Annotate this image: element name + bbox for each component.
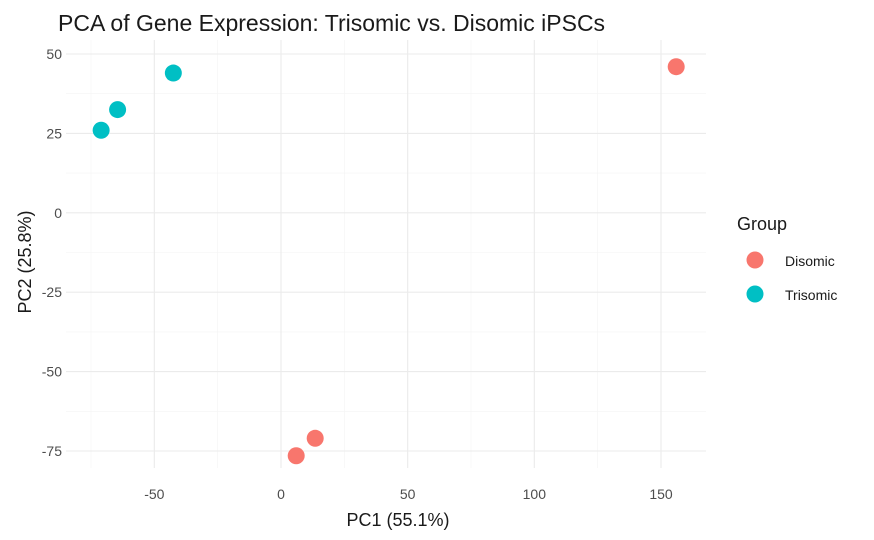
data-point-disomic xyxy=(306,429,324,447)
x-tick-label: 150 xyxy=(649,486,673,502)
data-point-disomic xyxy=(667,58,685,76)
x-tick-label: -50 xyxy=(144,486,164,502)
minor-gridlines xyxy=(66,40,706,468)
x-tick-label: 100 xyxy=(523,486,547,502)
legend-title: Group xyxy=(737,214,787,234)
data-point-trisomic xyxy=(164,64,182,82)
x-axis-title: PC1 (55.1%) xyxy=(346,510,449,530)
legend-key-disomic xyxy=(746,251,764,269)
y-tick-label: -75 xyxy=(42,443,62,459)
chart-title: PCA of Gene Expression: Trisomic vs. Dis… xyxy=(58,10,605,36)
y-tick-label: 0 xyxy=(54,205,62,221)
data-point-disomic xyxy=(287,447,305,465)
x-tick-label: 50 xyxy=(400,486,416,502)
x-axis-tick-labels: -50 0 50 100 150 xyxy=(144,486,673,502)
y-tick-label: -25 xyxy=(42,284,62,300)
legend-items: Disomic Trisomic xyxy=(746,251,837,303)
y-axis-tick-labels: 50 25 0 -25 -50 -75 xyxy=(42,46,62,459)
data-point-trisomic xyxy=(92,121,110,139)
legend: Group Disomic Trisomic xyxy=(737,214,837,303)
data-points xyxy=(92,58,685,465)
y-tick-label: 25 xyxy=(46,125,62,141)
data-point-trisomic xyxy=(109,101,127,119)
y-axis-title: PC2 (25.8%) xyxy=(15,210,35,313)
x-tick-label: 0 xyxy=(277,486,285,502)
major-gridlines xyxy=(66,40,706,468)
y-tick-label: 50 xyxy=(46,46,62,62)
legend-label-trisomic: Trisomic xyxy=(785,287,837,303)
legend-key-trisomic xyxy=(746,285,764,303)
legend-label-disomic: Disomic xyxy=(785,253,835,269)
y-tick-label: -50 xyxy=(42,364,62,380)
